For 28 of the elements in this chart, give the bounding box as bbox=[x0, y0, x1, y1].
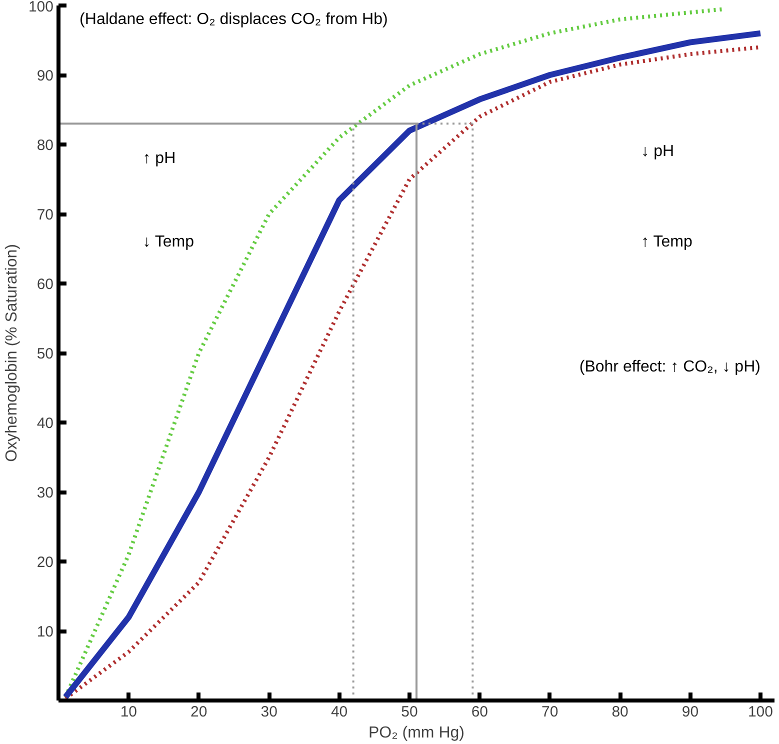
y-tick-label: 60 bbox=[36, 276, 54, 293]
x-tick-label: 10 bbox=[120, 704, 138, 720]
annotation: ↓ pH bbox=[641, 142, 674, 160]
annotation: ↑ pH bbox=[142, 150, 176, 167]
y-tick-label: 100 bbox=[28, 0, 54, 16]
y-tick-label: 40 bbox=[36, 415, 54, 432]
annotation: ↑ Temp bbox=[641, 233, 693, 250]
x-tick-label: 90 bbox=[682, 704, 699, 720]
y-axis-title: Oxyhemoglobin (% Saturation) bbox=[3, 244, 20, 462]
x-axis-title: PO₂ (mm Hg) bbox=[368, 724, 464, 742]
x-tick-label: 50 bbox=[401, 704, 418, 720]
x-tick-label: 30 bbox=[260, 704, 278, 720]
y-tick-label: 80 bbox=[36, 137, 54, 154]
x-tick-label: 20 bbox=[190, 704, 208, 720]
y-tick-label: 10 bbox=[36, 624, 54, 640]
y-tick-label: 30 bbox=[36, 484, 54, 502]
x-tick-label: 70 bbox=[542, 704, 558, 720]
x-tick-label: 100 bbox=[748, 704, 773, 720]
annotation: ↓ Temp bbox=[142, 233, 194, 250]
annotation: (Bohr effect: ↑ CO₂, ↓ pH) bbox=[579, 358, 760, 376]
y-tick-label: 90 bbox=[36, 68, 54, 84]
y-tick-label: 20 bbox=[36, 554, 54, 571]
x-tick-label: 40 bbox=[330, 704, 348, 720]
y-tick-label: 50 bbox=[36, 346, 54, 362]
y-tick-label: 70 bbox=[36, 206, 54, 224]
annotation: (Haldane effect: O₂ displaces CO₂ from Hb) bbox=[80, 10, 388, 28]
x-tick-label: 80 bbox=[612, 704, 628, 720]
x-tick-label: 60 bbox=[471, 704, 488, 720]
